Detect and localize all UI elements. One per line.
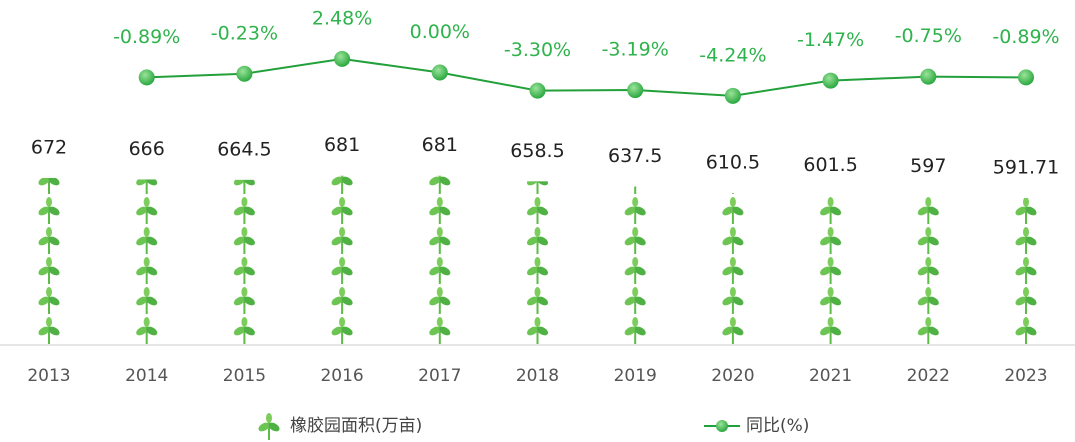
- data-label: -0.89%: [992, 26, 1059, 48]
- line-point: [920, 68, 937, 85]
- x-tick-label: 2021: [809, 366, 852, 386]
- line-point: [138, 69, 155, 86]
- data-label: 664.5: [217, 138, 271, 160]
- data-label: -0.89%: [113, 26, 180, 48]
- line: [146, 57, 1027, 97]
- data-label: 666: [129, 138, 165, 160]
- pictorial-bar: [526, 181, 549, 345]
- data-label: 658.5: [510, 140, 564, 162]
- data-label: 637.5: [608, 145, 662, 167]
- data-label: -4.24%: [699, 44, 766, 66]
- x-tick-label: 2016: [320, 366, 363, 386]
- pictorial-bar: [233, 179, 256, 345]
- pictorial-bar: [917, 196, 940, 345]
- line-point: [724, 87, 741, 104]
- data-label: -0.75%: [895, 25, 962, 47]
- x-tick-label: 2015: [223, 366, 266, 386]
- x-tick-label: 2013: [27, 366, 70, 386]
- pictorial-bar: [38, 177, 60, 345]
- x-tick-label: 2020: [711, 366, 754, 386]
- line-point: [334, 50, 351, 67]
- x-tick-label: 2018: [516, 366, 559, 386]
- pictorial-bar: [721, 193, 744, 345]
- data-label: 672: [31, 136, 67, 158]
- x-tick-label: 2019: [614, 366, 657, 386]
- data-label: 0.00%: [410, 21, 470, 43]
- pictorial-bar: [819, 195, 842, 345]
- data-label: 681: [324, 134, 360, 156]
- data-label: 610.5: [706, 152, 760, 174]
- line-point: [627, 82, 644, 99]
- legend-label: 同比(%): [746, 416, 809, 436]
- legend-label: 橡胶园面积(万亩): [290, 416, 422, 436]
- line-point: [236, 65, 253, 82]
- pictorial-bar: [331, 175, 354, 345]
- data-label: -1.47%: [797, 29, 864, 51]
- x-tick-label: 2014: [125, 366, 168, 386]
- data-label: 601.5: [803, 154, 857, 176]
- pictorial-bar: [428, 175, 451, 345]
- x-tick-label: 2023: [1004, 366, 1047, 386]
- data-label: 681: [422, 134, 458, 156]
- legend-icon: [256, 412, 282, 441]
- pictorial-bar: [624, 186, 647, 345]
- line-point: [529, 82, 546, 99]
- data-label: 597: [910, 155, 946, 177]
- data-label: -3.19%: [602, 39, 669, 61]
- data-label: -0.23%: [211, 22, 278, 44]
- x-tick-label: 2017: [418, 366, 461, 386]
- legend-dot: [716, 420, 728, 432]
- line-point: [431, 64, 448, 81]
- legend: 橡胶园面积(万亩) 同比(%): [256, 412, 809, 441]
- line-point: [822, 72, 839, 89]
- pictorial-bar: [135, 179, 158, 345]
- pictorial-bar: [1015, 197, 1037, 345]
- data-label: 591.71: [993, 156, 1059, 178]
- x-tick-label: 2022: [907, 366, 950, 386]
- data-label: 2.48%: [312, 7, 372, 29]
- data-label: -3.30%: [504, 39, 571, 61]
- line-point: [1018, 69, 1034, 86]
